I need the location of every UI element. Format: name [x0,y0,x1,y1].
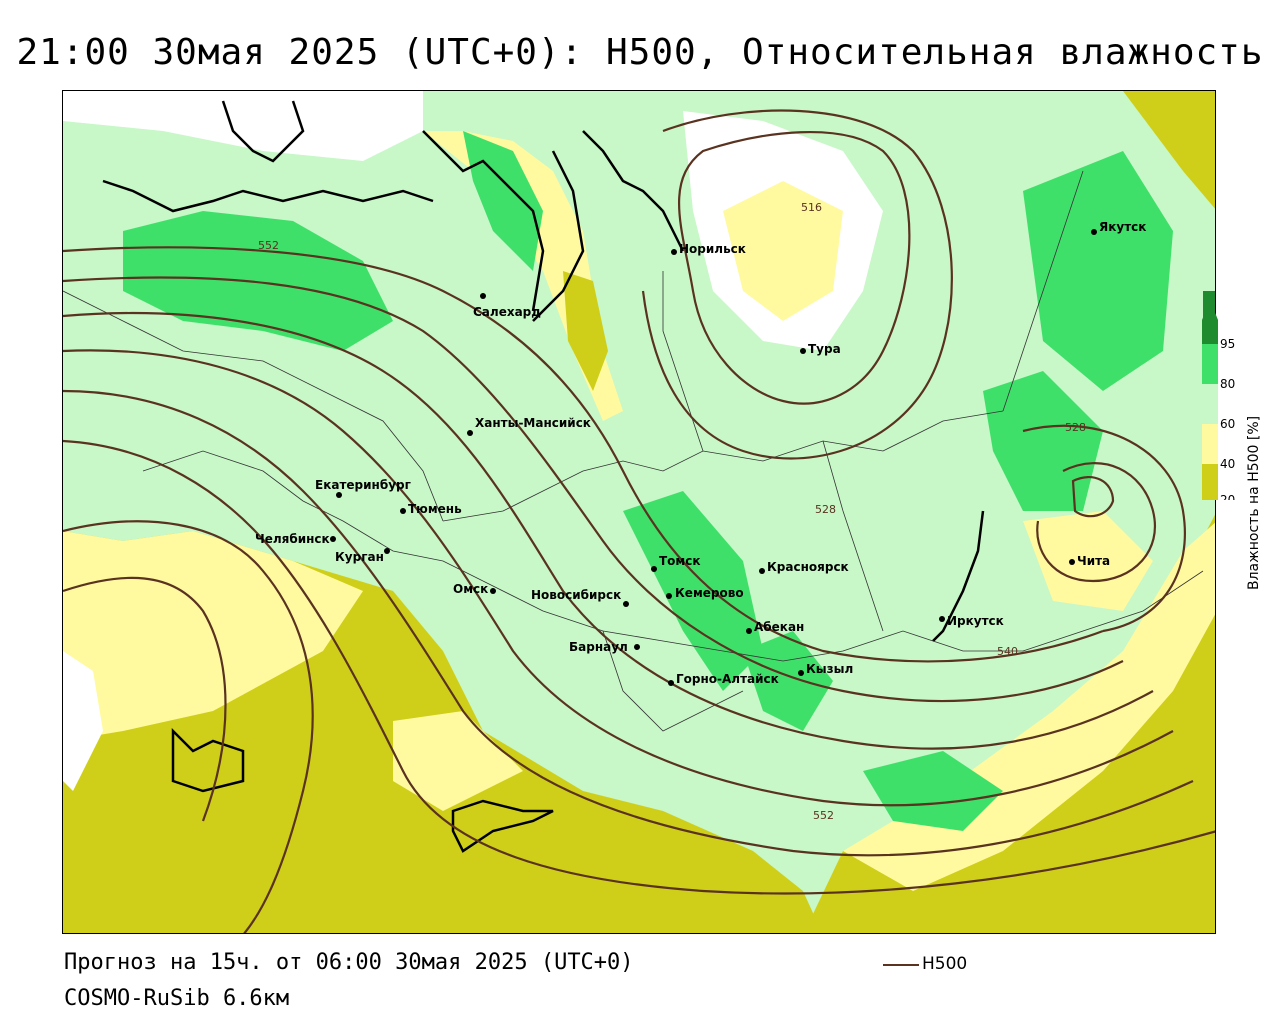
colorbar-tick: 95 [1220,337,1235,351]
city-kyzyl: Кызыл [798,662,853,676]
svg-text:Ханты-Мансийск: Ханты-Мансийск [475,416,591,430]
city-salekhard: Салехард [473,293,541,319]
colorbar-20 [1202,464,1218,500]
city-ekaterinburg: Екатеринбург [315,478,411,498]
svg-text:Кызыл: Кызыл [806,662,853,676]
city-kurgan: Курган [335,548,390,564]
city-chelyabinsk: Челябинск [255,532,336,546]
svg-text:Норильск: Норильск [679,242,746,256]
model-name: COSMO-RuSib 6.6км [64,986,290,1011]
city-novosibirsk: Новосибирск [531,588,629,607]
map-title: 21:00 30мая 2025 (UTC+0): H500, Относите… [16,32,1264,73]
colorbar-tick: 40 [1220,457,1235,471]
svg-text:Тура: Тура [808,342,841,356]
city-khanty-mansiysk: Ханты-Мансийск [467,416,591,436]
contour-label: 528 [1065,421,1086,434]
coastline [102,100,985,853]
city-kemerovo: Кемерово [666,586,744,600]
city-gorno-altaysk: Горно-Алтайск [668,672,779,686]
svg-text:Курган: Курган [335,550,384,564]
humidity-field [63,91,1215,933]
h500-contours [63,109,1215,933]
map-canvas: 552 516 528 528 540 552 Якутск Норильск … [63,91,1215,933]
svg-text:Омск: Омск [453,582,488,596]
city-tomsk: Томск [651,554,701,572]
colorbar-arrow-top [1202,300,1218,320]
city-tyumen: Тюмень [400,502,462,516]
city-markers: Якутск Норильск Салехард Тура Ханты-Манс… [255,220,1146,686]
svg-text:Екатеринбург: Екатеринбург [315,478,411,492]
contour-label: 516 [801,201,822,214]
svg-text:Иркутск: Иркутск [947,614,1004,628]
contour-label: 528 [815,503,836,516]
svg-text:Абекан: Абекан [754,620,804,634]
colorbar-tick: 80 [1220,377,1235,391]
colorbar-40 [1202,424,1218,464]
h500-line-legend-swatch [883,964,919,966]
colorbar-80 [1202,344,1218,384]
svg-text:Барнаул: Барнаул [569,640,628,654]
city-tura: Тура [800,342,841,356]
svg-text:Тюмень: Тюмень [408,502,462,516]
colorbar-tick: 20 [1220,493,1235,500]
city-yakutsk: Якутск [1091,220,1146,235]
contour-labels: 552 516 528 528 540 552 [258,201,1086,822]
weather-map: 552 516 528 528 540 552 Якутск Норильск … [62,90,1216,934]
svg-text:Новосибирск: Новосибирск [531,588,621,602]
humidity-colorbar [1202,300,1218,500]
h500-line-legend-label: H500 [922,954,968,974]
city-norilsk: Норильск [671,242,746,256]
svg-text:Горно-Алтайск: Горно-Алтайск [676,672,779,686]
svg-text:Якутск: Якутск [1099,220,1146,234]
colorbar-95 [1202,320,1218,344]
svg-text:Салехард: Салехард [473,305,541,319]
colorbar-ticks: 95 80 60 40 20 [1220,337,1235,500]
colorbar-tick: 60 [1220,417,1235,431]
svg-text:Челябинск: Челябинск [255,532,330,546]
svg-text:Чита: Чита [1077,554,1110,568]
svg-text:Томск: Томск [659,554,701,568]
city-krasnoyarsk: Красноярск [759,560,849,574]
svg-text:Красноярск: Красноярск [767,560,849,574]
forecast-info: Прогноз на 15ч. от 06:00 30мая 2025 (UTC… [64,950,634,975]
city-abakan: Абекан [746,620,804,634]
svg-text:Кемерово: Кемерово [675,586,744,600]
city-irkutsk: Иркутск [939,614,1004,628]
contour-label: 552 [813,809,834,822]
colorbar-title: Влажность на H500 [%] [1246,415,1262,590]
contour-label: 552 [258,239,279,252]
contour-label: 540 [997,645,1018,658]
colorbar-60 [1202,384,1218,424]
city-omsk: Омск [453,582,496,596]
city-barnaul: Барнаул [569,640,640,654]
city-chita: Чита [1069,554,1110,568]
